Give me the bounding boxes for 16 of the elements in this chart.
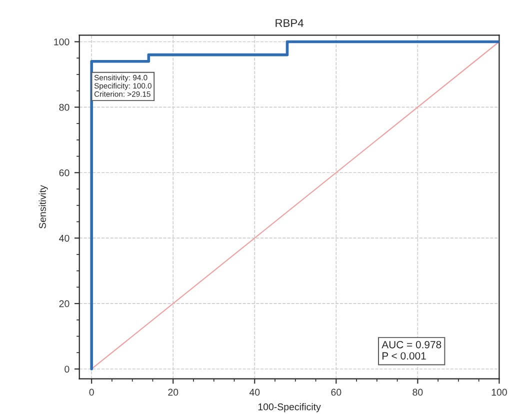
y-tick-label: 20 [59, 300, 70, 308]
y-tick-label: 60 [59, 169, 70, 176]
x-tick-label: 60 [331, 388, 342, 396]
y-tick-label: 80 [59, 104, 70, 111]
annotation: AUC = 0.978 P < 0.001 [382, 340, 442, 360]
chart-title: RBP4 [276, 19, 304, 27]
x-axis-title: 100-Specificity [258, 403, 321, 412]
y-tick-label: 100 [54, 38, 70, 46]
x-tick-label: 100 [492, 388, 507, 396]
x-tick-label: 80 [412, 388, 423, 396]
x-tick-label: 0 [89, 388, 94, 396]
y-tick-label: 0 [64, 366, 70, 373]
y-axis-title: Sensitivity [38, 185, 48, 228]
x-tick-label: 40 [249, 388, 260, 396]
y-tick-label: 40 [59, 234, 70, 242]
x-tick-label: 20 [168, 388, 178, 396]
